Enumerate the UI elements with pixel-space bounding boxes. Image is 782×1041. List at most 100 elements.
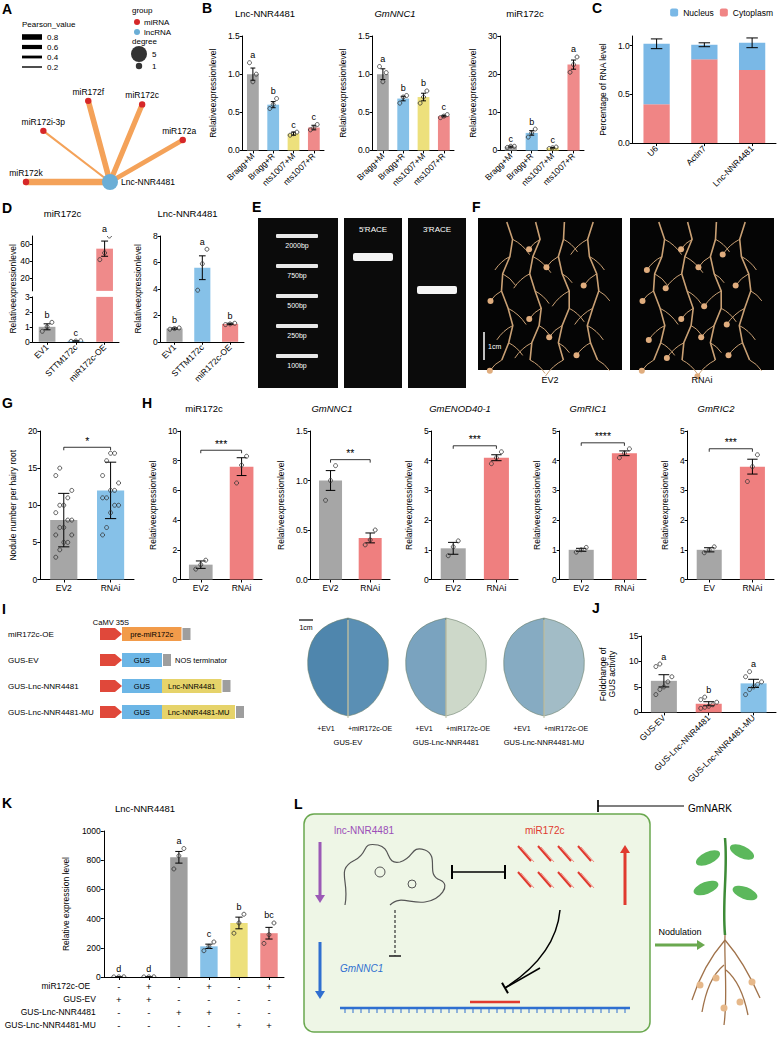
svg-text:miR172c-OE: miR172c-OE (8, 630, 54, 639)
svg-text:Relativeexpressionlevel: Relativeexpressionlevel (660, 460, 670, 549)
svg-text:GUS-EV: GUS-EV (637, 713, 667, 743)
svg-text:Lnc-NNR4481: Lnc-NNR4481 (168, 682, 216, 691)
svg-text:G: G (2, 395, 13, 411)
svg-text:miR172a: miR172a (162, 126, 196, 136)
svg-text:miR172c: miR172c (44, 208, 82, 219)
svg-text:0.5: 0.5 (296, 525, 308, 535)
svg-text:nts1007+R: nts1007+R (281, 151, 317, 187)
svg-text:miR172k: miR172k (9, 168, 43, 178)
svg-text:Relativeexpressionlevel: Relativeexpressionlevel (8, 244, 18, 333)
svg-text:2: 2 (25, 307, 30, 317)
svg-text:750bp: 750bp (287, 272, 307, 280)
svg-text:F: F (472, 199, 481, 215)
svg-text:miR172i-3p: miR172i-3p (22, 117, 66, 127)
svg-text:a: a (571, 44, 576, 54)
svg-text:GUS activity: GUS activity (607, 650, 617, 698)
svg-text:U6: U6 (645, 143, 660, 158)
svg-text:*: * (85, 435, 89, 447)
svg-text:10: 10 (28, 500, 38, 510)
svg-text:-: - (237, 981, 240, 992)
svg-text:0: 0 (634, 707, 639, 717)
svg-text:c: c (509, 134, 514, 144)
svg-text:500bp: 500bp (287, 302, 307, 310)
svg-text:600: 600 (87, 884, 101, 894)
svg-text:0: 0 (680, 575, 685, 585)
svg-text:-: - (177, 994, 180, 1005)
svg-text:C: C (592, 0, 602, 16)
svg-text:GUS-Lnc-NNR4481-MU: GUS-Lnc-NNR4481-MU (686, 713, 757, 784)
svg-text:0.0: 0.0 (618, 138, 630, 148)
svg-text:+miR172c-OE: +miR172c-OE (544, 725, 588, 732)
svg-text:EV2: EV2 (541, 375, 558, 385)
svg-text:30: 30 (488, 31, 498, 41)
svg-text:Relativeexpressionlevel: Relativeexpressionlevel (133, 244, 143, 333)
svg-text:0.0: 0.0 (358, 145, 370, 155)
svg-text:Pearson_value: Pearson_value (22, 20, 76, 29)
svg-text:0: 0 (25, 337, 30, 347)
svg-text:B: B (202, 0, 212, 16)
svg-text:group: group (132, 6, 153, 15)
svg-text:NOS terminator: NOS terminator (175, 656, 228, 665)
svg-text:-: - (237, 994, 240, 1005)
svg-text:lncRNA: lncRNA (144, 28, 172, 37)
svg-text:-: - (207, 1020, 210, 1031)
svg-text:Nodulation: Nodulation (658, 927, 701, 937)
svg-text:0.4: 0.4 (47, 53, 59, 62)
svg-text:-: - (177, 981, 180, 992)
svg-text:-: - (147, 1007, 150, 1018)
svg-text:Relativeexpressionlevel: Relativeexpressionlevel (208, 48, 218, 137)
svg-text:RNAi: RNAi (360, 583, 380, 593)
svg-text:GmNNC1: GmNNC1 (311, 403, 352, 414)
svg-text:10: 10 (488, 107, 498, 117)
svg-text:****: **** (595, 430, 611, 442)
svg-text:+: + (146, 994, 152, 1005)
svg-text:EV2: EV2 (573, 583, 589, 593)
svg-text:a: a (380, 54, 385, 64)
svg-text:RNAi: RNAi (691, 375, 712, 385)
svg-text:b: b (706, 685, 711, 695)
svg-text:Lnc-NNR4481-MU: Lnc-NNR4481-MU (168, 708, 230, 717)
svg-text:c: c (291, 120, 296, 130)
svg-text:Lnc-NNR4481: Lnc-NNR4481 (121, 177, 175, 187)
svg-text:-: - (177, 1020, 180, 1031)
svg-text:0.5: 0.5 (358, 107, 370, 117)
svg-text:lnc-NNR4481: lnc-NNR4481 (334, 825, 394, 836)
svg-text:0: 0 (33, 575, 38, 585)
svg-text:GUS-Lnc-NNR4481-MU: GUS-Lnc-NNR4481-MU (504, 738, 584, 747)
svg-text:GUS-Lnc-NNR4481: GUS-Lnc-NNR4481 (21, 1007, 96, 1017)
svg-text:EV2: EV2 (56, 583, 72, 593)
svg-text:EV2: EV2 (193, 583, 209, 593)
svg-text:200: 200 (87, 943, 101, 953)
svg-text:2: 2 (552, 515, 557, 525)
svg-text:J: J (592, 600, 600, 616)
svg-text:GmNNC1: GmNNC1 (374, 8, 415, 19)
svg-text:1: 1 (680, 545, 685, 555)
svg-text:GUS: GUS (134, 708, 150, 717)
svg-text:-: - (117, 981, 120, 992)
svg-text:Actin7: Actin7 (684, 143, 708, 167)
svg-text:0.2: 0.2 (47, 63, 59, 72)
svg-text:1cm: 1cm (488, 343, 501, 350)
svg-text:3: 3 (552, 485, 557, 495)
svg-text:GUS-Lnc-NNR4481: GUS-Lnc-NNR4481 (413, 738, 479, 747)
svg-text:1.5: 1.5 (358, 31, 370, 41)
svg-text:20: 20 (488, 69, 498, 79)
svg-text:Lnc-NNR4481: Lnc-NNR4481 (711, 143, 756, 188)
svg-text:GUS-Lnc-NNR4481-MU: GUS-Lnc-NNR4481-MU (8, 708, 94, 717)
svg-text:1: 1 (424, 545, 429, 555)
svg-text:K: K (2, 795, 12, 811)
svg-text:-: - (117, 1020, 120, 1031)
svg-text:+EV1: +EV1 (415, 725, 432, 732)
svg-text:GmRIC2: GmRIC2 (698, 403, 736, 414)
svg-text:2: 2 (153, 310, 158, 320)
svg-text:20: 20 (28, 426, 38, 436)
svg-text:8: 8 (153, 231, 158, 241)
svg-text:c: c (312, 112, 317, 122)
svg-text:3'RACE: 3'RACE (423, 225, 451, 234)
svg-text:H: H (142, 395, 152, 411)
svg-text:0: 0 (173, 575, 178, 585)
svg-text:**: ** (346, 447, 354, 459)
svg-text:d: d (146, 964, 151, 974)
svg-text:5: 5 (152, 50, 157, 59)
svg-text:***: *** (215, 438, 227, 450)
